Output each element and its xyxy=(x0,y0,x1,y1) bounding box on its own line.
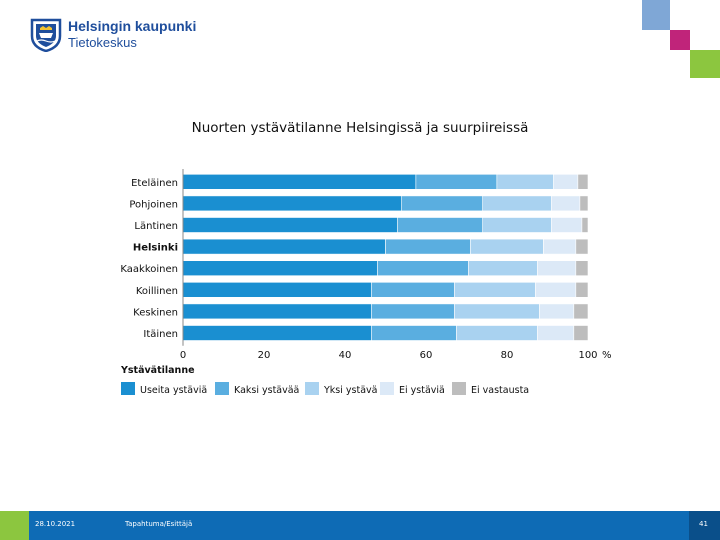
x-tick-label: 20 xyxy=(258,350,271,361)
legend-label: Ei vastausta xyxy=(471,385,529,396)
bar-segment xyxy=(397,217,483,233)
bar-segment xyxy=(454,281,536,298)
bar-segment xyxy=(543,238,577,255)
bar-segment xyxy=(371,303,455,320)
bar-segment xyxy=(182,325,372,341)
bar-segment xyxy=(535,281,577,298)
coat-of-arms-icon xyxy=(30,18,62,53)
x-tick-label: 60 xyxy=(420,350,433,361)
legend-swatch xyxy=(121,382,135,395)
bar-segment xyxy=(401,195,484,212)
bar-segment xyxy=(575,238,589,255)
bar-segment xyxy=(573,325,589,341)
bar-segment xyxy=(539,303,575,320)
bar-segment xyxy=(482,195,552,212)
bar-segment xyxy=(456,325,538,341)
bar-segment xyxy=(182,260,378,277)
bar-segment xyxy=(575,281,589,298)
footer-page-number: 41 xyxy=(699,520,708,528)
legend-label: Ei ystäviä xyxy=(399,385,445,396)
category-label: Kaakkoinen xyxy=(120,264,178,275)
footer-page-box xyxy=(689,511,720,540)
x-tick-label: 100 xyxy=(578,350,597,361)
bar-segment xyxy=(575,260,589,277)
x-tick-label: 80 xyxy=(501,350,514,361)
x-unit-label: % xyxy=(602,350,612,361)
legend-label: Kaksi ystävää xyxy=(234,385,299,396)
bar-segment xyxy=(182,238,386,255)
x-tick-label: 0 xyxy=(180,350,186,361)
bar-segment xyxy=(482,217,552,233)
legend-swatch xyxy=(380,382,394,395)
bar-segment xyxy=(470,238,544,255)
logo-title: Helsingin kaupunki xyxy=(68,18,197,34)
bar-segment xyxy=(182,281,372,298)
legend-swatch xyxy=(305,382,319,395)
bar-segment xyxy=(371,325,457,341)
bar-segment xyxy=(468,260,538,277)
chart-title: Nuorten ystävätilanne Helsingissä ja suu… xyxy=(191,120,529,136)
bar-segment xyxy=(537,260,577,277)
bar-segment xyxy=(577,174,589,190)
footer-bar xyxy=(0,511,720,540)
bar-segment xyxy=(551,195,581,212)
category-label: Helsinki xyxy=(133,243,178,254)
footer-event: Tapahtuma/Esittäjä xyxy=(125,520,193,528)
x-tick-label: 40 xyxy=(339,350,352,361)
bar-segment xyxy=(182,303,372,320)
bar-segment xyxy=(579,195,589,212)
legend-swatch xyxy=(452,382,466,395)
bar-segment xyxy=(537,325,575,341)
category-label: Pohjoinen xyxy=(129,199,178,210)
footer-date: 28.10.2021 xyxy=(35,520,76,528)
bar-segment xyxy=(551,217,583,233)
logo-subtitle: Tietokeskus xyxy=(68,35,137,50)
category-label: Itäinen xyxy=(143,329,178,340)
legend-swatch xyxy=(215,382,229,395)
bar-segment xyxy=(573,303,589,320)
deco-square-magenta xyxy=(670,30,690,50)
legend-title: Ystävätilanne xyxy=(120,365,195,376)
logo: Helsingin kaupunki Tietokeskus xyxy=(30,16,200,56)
deco-square-blue xyxy=(642,0,670,30)
bar-segment xyxy=(182,217,398,233)
bar-segment xyxy=(182,195,402,212)
bar-segment xyxy=(415,174,498,190)
deco-square-green xyxy=(690,50,720,78)
bar-segment xyxy=(496,174,554,190)
legend-label: Yksi ystävä xyxy=(323,385,377,396)
category-label: Eteläinen xyxy=(131,178,178,189)
category-label: Koillinen xyxy=(136,286,178,297)
stacked-bar-chart: Eteläinen Pohjoinen Läntinen Helsinki Kaakko… xyxy=(120,169,612,396)
bar-segment xyxy=(385,238,471,255)
footer-accent xyxy=(0,511,29,540)
bar-segment xyxy=(377,260,469,277)
category-label: Läntinen xyxy=(134,221,178,232)
bar-segment xyxy=(182,174,417,190)
bar-segment xyxy=(454,303,540,320)
bar-segment xyxy=(371,281,455,298)
category-label: Keskinen xyxy=(133,307,178,318)
bar-segment xyxy=(553,174,579,190)
bar-segment xyxy=(581,217,589,233)
legend-label: Useita ystäviä xyxy=(140,385,207,396)
